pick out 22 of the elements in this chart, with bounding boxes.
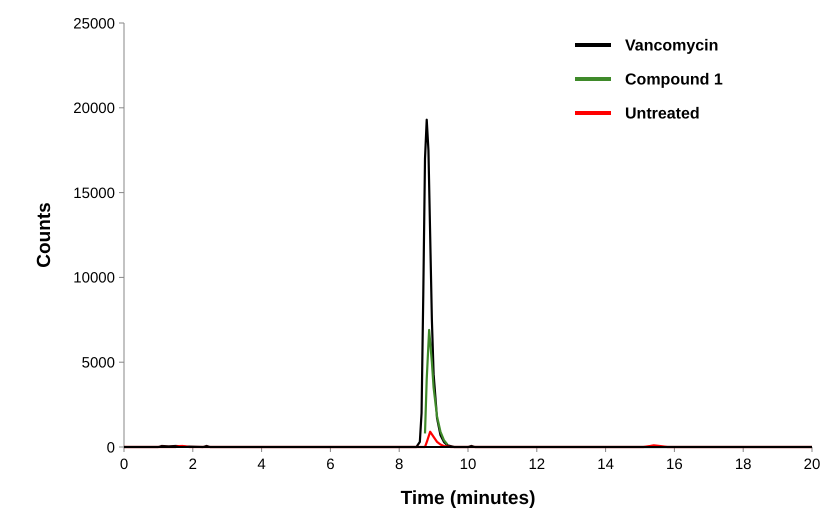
legend-label: Compound 1 (625, 72, 723, 89)
y-axis-title: Counts (34, 202, 55, 268)
x-tick-label: 10 (460, 456, 476, 473)
y-tick-label: 0 (106, 439, 115, 456)
x-tick-label: 8 (395, 456, 404, 473)
y-tick-label: 25000 (73, 15, 115, 32)
x-tick-label: 18 (734, 456, 752, 473)
x-tick-label: 0 (120, 456, 128, 473)
x-tick-label: 16 (666, 456, 683, 473)
legend-label: Untreated (625, 106, 700, 123)
y-tick-label: 10000 (73, 270, 115, 287)
x-tick-label: 2 (188, 456, 197, 473)
x-tick-label: 12 (528, 456, 546, 473)
legend-label: Vancomycin (625, 38, 718, 55)
x-tick-label: 14 (597, 456, 614, 473)
x-axis-title: Time (minutes) (400, 488, 536, 509)
x-tick-label: 6 (326, 456, 335, 473)
y-tick-label: 15000 (73, 184, 115, 202)
x-tick-label: 20 (804, 456, 820, 473)
y-tick-label: 20000 (73, 100, 115, 118)
x-tick-label: 4 (257, 456, 266, 473)
y-tick-label: 5000 (82, 354, 115, 372)
